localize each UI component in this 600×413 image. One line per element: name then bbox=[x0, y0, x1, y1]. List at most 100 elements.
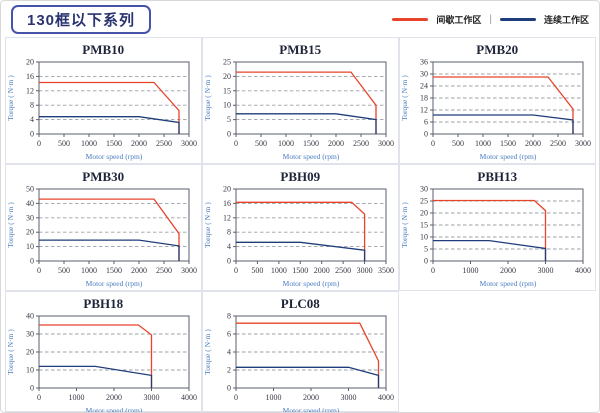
chart-title: PLC08 bbox=[280, 295, 320, 311]
svg-text:6: 6 bbox=[424, 117, 428, 126]
svg-text:16: 16 bbox=[26, 71, 34, 80]
svg-text:500: 500 bbox=[58, 266, 70, 275]
continuous-line-swatch bbox=[499, 17, 536, 21]
svg-text:0: 0 bbox=[37, 266, 41, 275]
svg-text:3000: 3000 bbox=[575, 139, 591, 148]
svg-text:4: 4 bbox=[227, 242, 231, 251]
chart-panel-pbh09: PBH09 0 500 1000 1500 2000 2500 3000 3500 0 4 8 12 1… bbox=[201, 163, 399, 291]
svg-text:4000: 4000 bbox=[378, 393, 394, 402]
svg-text:2500: 2500 bbox=[335, 266, 351, 275]
svg-text:10: 10 bbox=[26, 365, 34, 374]
svg-text:10: 10 bbox=[420, 232, 428, 241]
svg-text:3000: 3000 bbox=[143, 393, 159, 402]
svg-text:Motor speed (rpm): Motor speed (rpm) bbox=[85, 152, 142, 161]
svg-text:500: 500 bbox=[58, 139, 70, 148]
svg-text:8: 8 bbox=[227, 312, 231, 321]
chart-grid: PMB10 0 500 1000 1500 2000 2500 3000 0 4 8 12 16 20 M… bbox=[4, 36, 596, 413]
svg-text:3500: 3500 bbox=[378, 266, 394, 275]
svg-text:3000: 3000 bbox=[356, 266, 372, 275]
svg-text:Torque ( N·m ): Torque ( N·m ) bbox=[203, 328, 212, 374]
svg-text:12: 12 bbox=[223, 213, 231, 222]
svg-text:10: 10 bbox=[223, 100, 231, 109]
svg-text:30: 30 bbox=[26, 213, 34, 222]
svg-text:2500: 2500 bbox=[550, 139, 566, 148]
chart-pbh18: 0 1000 2000 3000 4000 0 10 20 30 40 Motor speed (r… bbox=[6, 312, 197, 413]
svg-text:4000: 4000 bbox=[575, 266, 591, 275]
intermittent-label: 间歇工作区 bbox=[436, 14, 482, 25]
svg-text:16: 16 bbox=[223, 198, 231, 207]
svg-text:30: 30 bbox=[26, 329, 34, 338]
svg-text:12: 12 bbox=[26, 86, 34, 95]
chart-pmb20: 0 500 1000 1500 2000 2500 3000 0 6 12 18 24 30 36 Moto… bbox=[400, 58, 591, 161]
svg-text:24: 24 bbox=[420, 81, 428, 90]
svg-text:1000: 1000 bbox=[81, 266, 97, 275]
svg-text:5: 5 bbox=[227, 115, 231, 124]
svg-text:12: 12 bbox=[420, 105, 428, 114]
svg-text:3000: 3000 bbox=[378, 139, 394, 148]
svg-text:0: 0 bbox=[30, 129, 34, 138]
svg-text:Motor speed (rpm): Motor speed (rpm) bbox=[282, 152, 339, 161]
svg-text:1000: 1000 bbox=[278, 139, 294, 148]
svg-text:15: 15 bbox=[420, 220, 428, 229]
chart-panel-plc08: PLC08 0 1000 2000 3000 4000 0 2 4 6 8 Motor speed … bbox=[201, 290, 399, 413]
svg-text:25: 25 bbox=[223, 58, 231, 67]
svg-text:0: 0 bbox=[431, 266, 435, 275]
svg-text:0: 0 bbox=[30, 383, 34, 392]
chart-title: PMB10 bbox=[82, 41, 125, 57]
svg-text:30: 30 bbox=[420, 69, 428, 78]
svg-text:Torque ( N·m ): Torque ( N·m ) bbox=[400, 74, 409, 120]
svg-text:5: 5 bbox=[424, 244, 428, 253]
svg-text:2000: 2000 bbox=[106, 393, 122, 402]
svg-text:500: 500 bbox=[251, 266, 263, 275]
chart-pmb15: 0 500 1000 1500 2000 2500 3000 0 5 10 15 20 25 Motor … bbox=[203, 58, 394, 161]
svg-text:Motor speed (rpm): Motor speed (rpm) bbox=[282, 406, 339, 413]
svg-text:1000: 1000 bbox=[475, 139, 491, 148]
svg-text:0: 0 bbox=[234, 139, 238, 148]
continuous-label: 连续工作区 bbox=[543, 14, 589, 25]
svg-text:1500: 1500 bbox=[106, 266, 122, 275]
svg-text:18: 18 bbox=[420, 93, 428, 102]
chart-plc08: 0 1000 2000 3000 4000 0 2 4 6 8 Motor speed (rpm) T… bbox=[203, 312, 394, 413]
svg-text:25: 25 bbox=[420, 196, 428, 205]
chart-pmb10: 0 500 1000 1500 2000 2500 3000 0 4 8 12 16 20 Motor s… bbox=[6, 58, 197, 161]
svg-text:2000: 2000 bbox=[131, 266, 147, 275]
svg-text:2500: 2500 bbox=[156, 139, 172, 148]
chart-pmb30: 0 500 1000 1500 2000 2500 3000 0 10 20 30 40 50 Motor… bbox=[6, 185, 197, 288]
svg-text:500: 500 bbox=[452, 139, 464, 148]
svg-text:8: 8 bbox=[30, 100, 34, 109]
page-title: 130框以下系列 bbox=[11, 4, 152, 34]
svg-text:2500: 2500 bbox=[353, 139, 369, 148]
svg-text:3000: 3000 bbox=[340, 393, 356, 402]
chart-panel-pbh18: PBH18 0 1000 2000 3000 4000 0 10 20 30 40 Motor sp… bbox=[4, 290, 202, 413]
svg-text:20: 20 bbox=[223, 185, 231, 194]
svg-text:0: 0 bbox=[424, 129, 428, 138]
svg-text:3000: 3000 bbox=[537, 266, 553, 275]
svg-text:8: 8 bbox=[227, 227, 231, 236]
legend: 间歇工作区 | 连续工作区 bbox=[392, 13, 589, 26]
svg-text:0: 0 bbox=[37, 139, 41, 148]
svg-text:Motor speed (rpm): Motor speed (rpm) bbox=[85, 406, 142, 413]
svg-text:4: 4 bbox=[30, 115, 34, 124]
svg-text:10: 10 bbox=[26, 242, 34, 251]
svg-text:36: 36 bbox=[420, 58, 428, 67]
svg-text:Motor speed (rpm): Motor speed (rpm) bbox=[479, 152, 536, 161]
svg-text:0: 0 bbox=[234, 266, 238, 275]
svg-text:20: 20 bbox=[26, 347, 34, 356]
svg-text:1000: 1000 bbox=[68, 393, 84, 402]
svg-text:50: 50 bbox=[26, 185, 34, 194]
svg-text:2000: 2000 bbox=[303, 393, 319, 402]
svg-text:0: 0 bbox=[431, 139, 435, 148]
svg-text:2000: 2000 bbox=[500, 266, 516, 275]
svg-text:15: 15 bbox=[223, 86, 231, 95]
chart-panel-pmb15: PMB15 0 500 1000 1500 2000 2500 3000 0 5 10 15 20 25… bbox=[201, 36, 399, 164]
svg-text:20: 20 bbox=[26, 227, 34, 236]
chart-panel-pmb30: PMB30 0 500 1000 1500 2000 2500 3000 0 10 20 30 40 5… bbox=[4, 163, 202, 291]
svg-text:3000: 3000 bbox=[181, 266, 197, 275]
svg-text:Torque ( N·m ): Torque ( N·m ) bbox=[6, 328, 15, 374]
svg-text:2000: 2000 bbox=[313, 266, 329, 275]
svg-text:0: 0 bbox=[30, 256, 34, 265]
svg-text:Motor speed (rpm): Motor speed (rpm) bbox=[85, 279, 142, 288]
svg-text:1000: 1000 bbox=[265, 393, 281, 402]
svg-text:0: 0 bbox=[37, 393, 41, 402]
svg-text:0: 0 bbox=[227, 129, 231, 138]
